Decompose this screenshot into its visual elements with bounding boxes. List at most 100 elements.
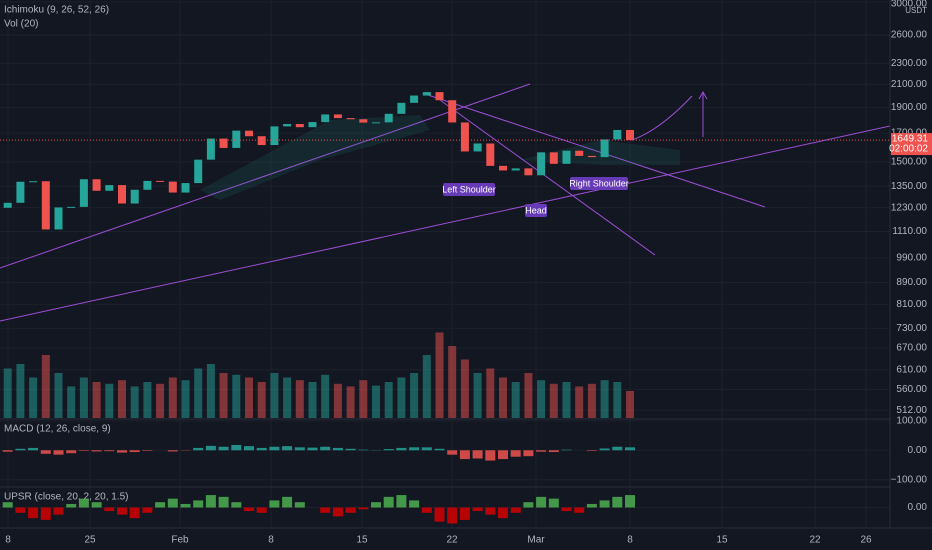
histogram-bar [282,446,293,451]
candle [54,207,63,230]
histogram-bar [561,449,572,451]
trendline [427,94,766,208]
label-box [525,204,547,217]
histogram-bar [345,507,356,513]
histogram-bar [129,507,140,519]
histogram-bar [447,507,458,524]
candle [79,179,88,207]
volume-bar [562,382,571,418]
candle [156,180,165,182]
y-tick-label: 1350.00 [891,181,928,192]
volume-bar [435,332,444,418]
histogram-bar [294,447,305,451]
candle [486,143,495,166]
volume-bar [130,386,139,418]
candle [308,122,317,128]
histogram-bar [498,450,508,460]
histogram-bar [498,507,508,519]
y-tick-label: 890.00 [896,277,927,288]
candle [575,150,584,156]
candle [600,139,609,158]
x-tick-label: 15 [356,535,368,546]
unit-label: USDT [905,6,927,15]
volume-bar [473,373,482,418]
histogram-bar [269,500,280,508]
candle [333,114,342,119]
histogram-bar [218,496,229,508]
candle [295,124,304,128]
candle [168,181,177,193]
histogram-bar [142,450,153,451]
volume-bar [384,382,393,418]
histogram-bar [332,447,343,451]
y-tick-label: 0.00 [908,445,928,456]
histogram-bar [282,496,293,508]
volume-bar [67,386,76,418]
volume-bar [92,382,101,418]
candle [270,126,279,146]
histogram-bar [586,503,597,508]
volume-bar [575,386,584,418]
histogram-bar [307,447,318,451]
histogram-bar [536,450,547,452]
histogram-bar [15,507,26,513]
y-tick-label: 0.00 [908,502,928,513]
y-tick-label: 610.00 [896,364,927,375]
price-tag [891,133,932,156]
x-tick-label: 26 [860,535,872,546]
candle [130,189,139,204]
histogram-bar [193,447,204,451]
candle [435,92,444,101]
volume-bar [460,359,469,418]
candle [372,122,380,124]
indicator-label: MACD (12, 26, close, 9) [4,424,111,435]
volume-bar [626,391,634,418]
candle [232,130,241,148]
histogram-bar [599,448,610,451]
histogram-bar [523,450,534,457]
candle [181,183,190,193]
indicator-label: Vol (20) [4,19,38,30]
countdown: 02:00:02 [889,144,928,155]
histogram-bar [345,448,356,451]
label-box [443,183,495,196]
volume-bar [54,373,63,418]
histogram-bar [244,446,254,451]
histogram-bar [231,502,242,508]
histogram-bar [66,503,77,508]
candle [549,152,558,164]
volume-bar [410,373,419,418]
candle [359,119,368,123]
projection [631,95,693,141]
candle [473,143,482,152]
histogram-bar [523,502,534,508]
candle [321,114,330,123]
histogram-bar [180,503,191,508]
volume-bar [549,383,558,418]
arrow [698,90,708,137]
candle [219,138,228,148]
histogram-bar [510,450,521,457]
volume-bar [283,377,292,418]
ichimoku-cloud [200,115,680,200]
histogram-bar [383,449,394,451]
volume-bar [143,382,152,418]
histogram-bar [78,498,89,508]
y-tick-label: 810.00 [896,299,927,310]
pattern-label: Head [525,205,547,215]
volume-bar [587,383,596,418]
candle [384,113,393,123]
candle [257,136,266,146]
histogram-bar [485,450,496,461]
volume-bar [168,377,177,418]
histogram-bar [91,502,102,508]
histogram-bar [396,447,407,451]
histogram-bar [28,507,39,519]
trendlines [0,83,891,322]
histogram-bar [193,500,204,508]
histogram-bar [625,495,635,508]
histogram-bar [459,507,470,520]
histogram-bar [256,447,267,451]
